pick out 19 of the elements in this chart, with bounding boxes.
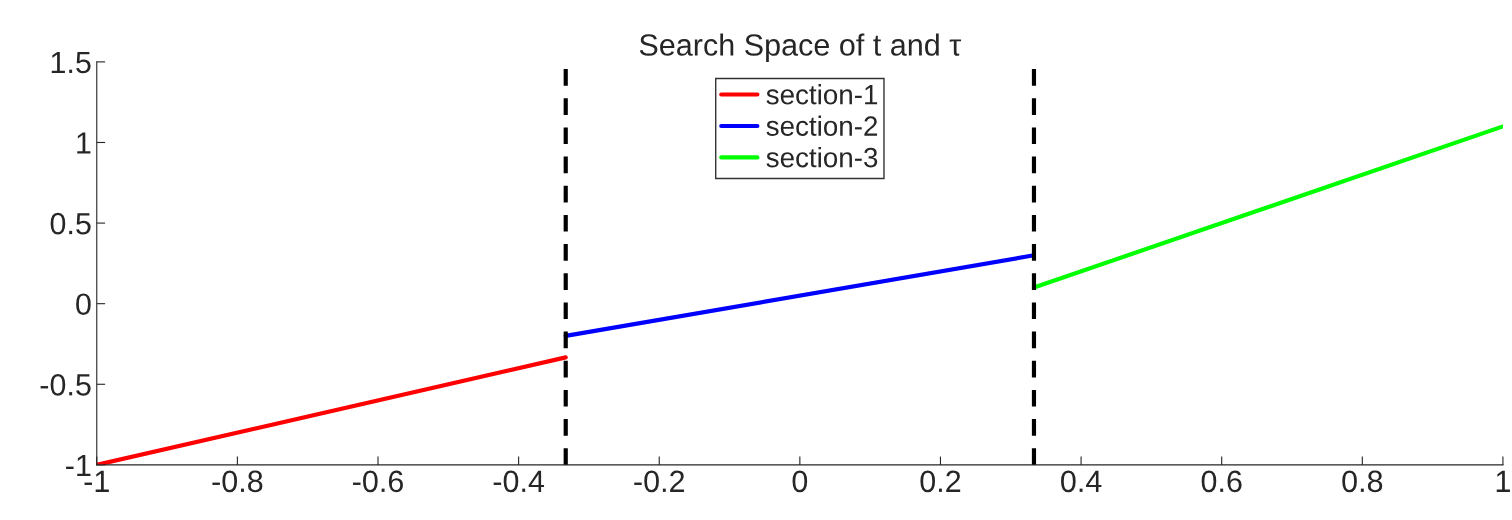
y-tick-label: 0.5: [50, 212, 91, 235]
x-tick-label: 0.6: [1201, 470, 1242, 493]
y-tick-label: 1: [77, 132, 91, 154]
y-tick-label: -0.5: [40, 374, 91, 396]
x-tick-label: 0.8: [1342, 470, 1383, 493]
x-tick-label: -0.6: [353, 470, 403, 493]
chart-title: Search Space of t and τ: [639, 33, 962, 62]
x-tick-label: -0.4: [493, 470, 545, 493]
x-tick-label: -0.8: [212, 470, 263, 493]
x-tick-label: 0: [792, 470, 808, 493]
y-tick-label: 0: [76, 293, 91, 316]
y-tick-label: 1.5: [51, 51, 91, 74]
x-tick-label: 1: [1496, 470, 1510, 492]
x-tick-label: 0.4: [1061, 470, 1102, 493]
legend-label: section-3: [766, 147, 878, 168]
legend-label: section-1: [766, 84, 878, 105]
x-tick-label: 0.2: [920, 470, 961, 493]
x-tick-label: -0.2: [634, 470, 685, 493]
legend-label: section-2: [766, 115, 878, 136]
